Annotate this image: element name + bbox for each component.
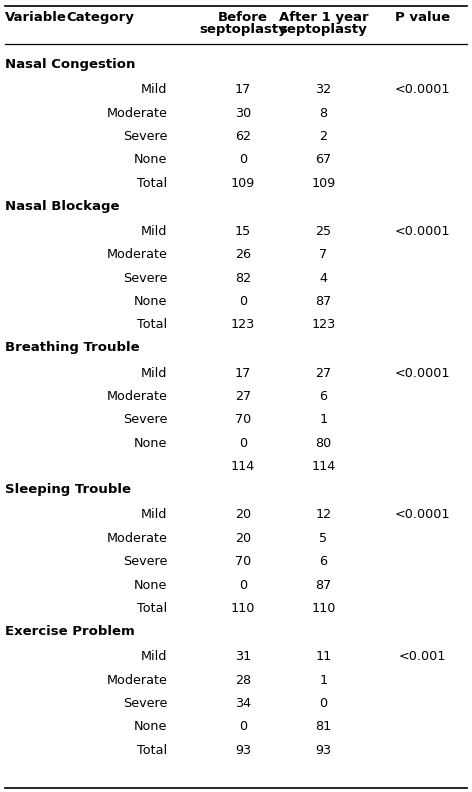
- Text: Moderate: Moderate: [107, 249, 168, 261]
- Text: Nasal Congestion: Nasal Congestion: [5, 58, 135, 70]
- Text: Exercise Problem: Exercise Problem: [5, 625, 135, 638]
- Text: Total: Total: [137, 318, 168, 331]
- Text: 15: 15: [235, 225, 251, 238]
- Text: Before: Before: [218, 11, 268, 24]
- Text: Severe: Severe: [123, 697, 168, 710]
- Text: 62: 62: [235, 130, 251, 143]
- Text: 32: 32: [315, 83, 331, 96]
- Text: 20: 20: [235, 532, 251, 545]
- Text: 1: 1: [319, 674, 328, 687]
- Text: 30: 30: [235, 107, 251, 120]
- Text: Moderate: Moderate: [107, 390, 168, 403]
- Text: 25: 25: [315, 225, 331, 238]
- Text: 27: 27: [235, 390, 251, 403]
- Text: 11: 11: [315, 650, 331, 663]
- Text: Severe: Severe: [123, 555, 168, 568]
- Text: None: None: [134, 579, 168, 592]
- Text: 0: 0: [239, 154, 247, 166]
- Text: After 1 year: After 1 year: [278, 11, 368, 24]
- Text: 67: 67: [315, 154, 331, 166]
- Text: 27: 27: [315, 367, 331, 379]
- Text: <0.001: <0.001: [399, 650, 446, 663]
- Text: Variable: Variable: [5, 11, 67, 24]
- Text: 26: 26: [235, 249, 251, 261]
- Text: Severe: Severe: [123, 413, 168, 426]
- Text: Sleeping Trouble: Sleeping Trouble: [5, 483, 131, 496]
- Text: Nasal Blockage: Nasal Blockage: [5, 200, 119, 212]
- Text: <0.0001: <0.0001: [395, 367, 450, 379]
- Text: <0.0001: <0.0001: [395, 508, 450, 521]
- Text: <0.0001: <0.0001: [395, 83, 450, 96]
- Text: Mild: Mild: [141, 650, 168, 663]
- Text: septoplasty: septoplasty: [279, 23, 367, 36]
- Text: 6: 6: [320, 390, 327, 403]
- Text: 12: 12: [315, 508, 331, 521]
- Text: 8: 8: [319, 107, 328, 120]
- Text: Total: Total: [137, 602, 168, 615]
- Text: Mild: Mild: [141, 83, 168, 96]
- Text: 31: 31: [235, 650, 251, 663]
- Text: 110: 110: [231, 602, 255, 615]
- Text: Severe: Severe: [123, 272, 168, 284]
- Text: 82: 82: [235, 272, 251, 284]
- Text: 93: 93: [235, 744, 251, 756]
- Text: 114: 114: [231, 460, 255, 473]
- Text: None: None: [134, 295, 168, 308]
- Text: 6: 6: [320, 555, 327, 568]
- Text: None: None: [134, 721, 168, 733]
- Text: 80: 80: [315, 437, 331, 450]
- Text: 4: 4: [320, 272, 327, 284]
- Text: 0: 0: [319, 697, 328, 710]
- Text: 81: 81: [315, 721, 331, 733]
- Text: <0.0001: <0.0001: [395, 225, 450, 238]
- Text: 0: 0: [239, 437, 247, 450]
- Text: 93: 93: [315, 744, 331, 756]
- Text: 87: 87: [315, 579, 331, 592]
- Text: None: None: [134, 154, 168, 166]
- Text: 7: 7: [319, 249, 328, 261]
- Text: 28: 28: [235, 674, 251, 687]
- Text: 20: 20: [235, 508, 251, 521]
- Text: Total: Total: [137, 744, 168, 756]
- Text: 5: 5: [319, 532, 328, 545]
- Text: 123: 123: [311, 318, 336, 331]
- Text: 0: 0: [239, 721, 247, 733]
- Text: Moderate: Moderate: [107, 107, 168, 120]
- Text: 110: 110: [311, 602, 336, 615]
- Text: Mild: Mild: [141, 225, 168, 238]
- Text: 0: 0: [239, 295, 247, 308]
- Text: 70: 70: [235, 555, 251, 568]
- Text: 34: 34: [235, 697, 251, 710]
- Text: Moderate: Moderate: [107, 532, 168, 545]
- Text: None: None: [134, 437, 168, 450]
- Text: 109: 109: [311, 177, 336, 189]
- Text: Mild: Mild: [141, 508, 168, 521]
- Text: Severe: Severe: [123, 130, 168, 143]
- Text: Total: Total: [137, 177, 168, 189]
- Text: 1: 1: [319, 413, 328, 426]
- Text: P value: P value: [395, 11, 450, 24]
- Text: 0: 0: [239, 579, 247, 592]
- Text: 17: 17: [235, 367, 251, 379]
- Text: 17: 17: [235, 83, 251, 96]
- Text: Category: Category: [66, 11, 134, 24]
- Text: 123: 123: [231, 318, 255, 331]
- Text: 114: 114: [311, 460, 336, 473]
- Text: 70: 70: [235, 413, 251, 426]
- Text: 2: 2: [320, 130, 327, 143]
- Text: Mild: Mild: [141, 367, 168, 379]
- Text: 87: 87: [315, 295, 331, 308]
- Text: septoplasty: septoplasty: [199, 23, 287, 36]
- Text: 109: 109: [231, 177, 255, 189]
- Text: Breathing Trouble: Breathing Trouble: [5, 341, 139, 354]
- Text: Moderate: Moderate: [107, 674, 168, 687]
